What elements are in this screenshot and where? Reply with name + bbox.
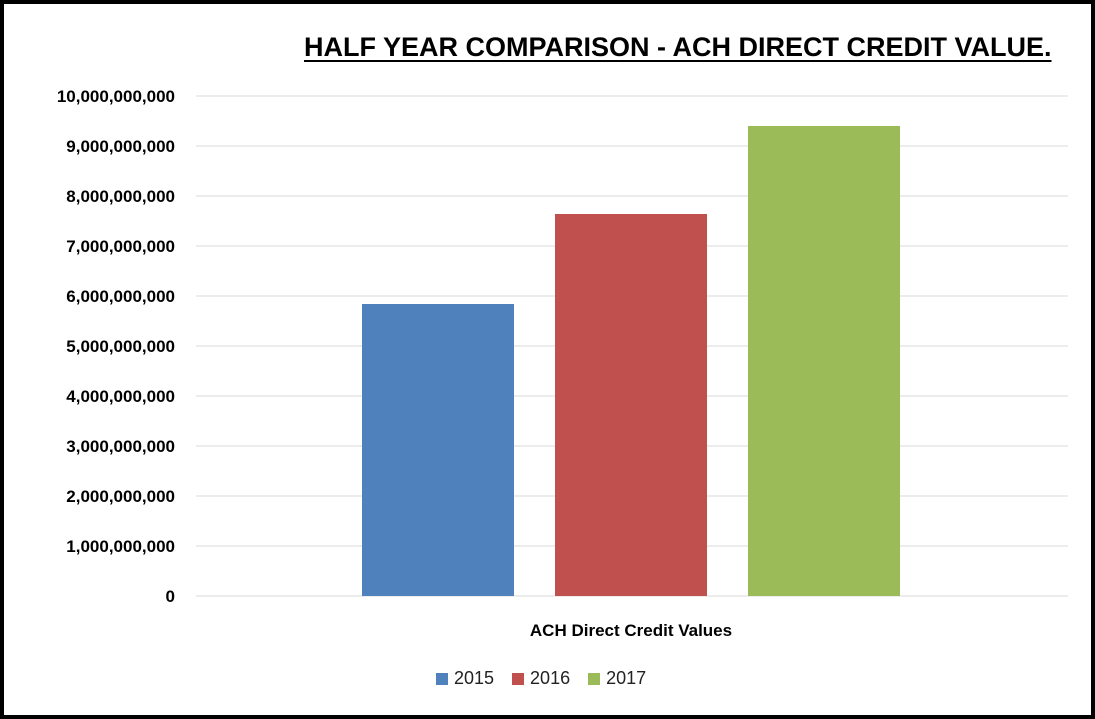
y-tick-label: 1,000,000,000	[66, 537, 175, 556]
legend: 2015 2016 2017	[436, 668, 646, 689]
legend-item-2017: 2017	[588, 668, 646, 689]
y-tick-label: 4,000,000,000	[66, 387, 175, 406]
y-axis-tick-labels: 0 1,000,000,000 2,000,000,000 3,000,000,000…	[57, 87, 175, 606]
x-axis-label: ACH Direct Credit Values	[530, 621, 732, 640]
y-tick-label: 8,000,000,000	[66, 187, 175, 206]
chart-title: HALF YEAR COMPARISON - ACH DIRECT CREDIT…	[304, 32, 1052, 62]
y-tick-label: 10,000,000,000	[57, 87, 175, 106]
y-tick-label: 0	[166, 587, 175, 606]
legend-item-2015: 2015	[436, 668, 494, 689]
legend-swatch	[436, 672, 448, 685]
bar-2015	[362, 304, 514, 596]
legend-item-2016: 2016	[512, 668, 570, 689]
bars	[362, 126, 900, 596]
y-tick-label: 7,000,000,000	[66, 237, 175, 256]
legend-swatch	[588, 672, 601, 685]
legend-label: 2016	[530, 668, 571, 688]
y-tick-label: 6,000,000,000	[66, 287, 175, 306]
legend-swatch	[512, 672, 525, 685]
legend-label: 2017	[606, 668, 647, 688]
legend-label: 2015	[454, 668, 495, 688]
y-tick-label: 5,000,000,000	[66, 337, 175, 356]
y-tick-label: 3,000,000,000	[66, 437, 175, 456]
bar-2016	[555, 214, 707, 596]
bar-2017	[748, 126, 900, 596]
y-tick-label: 2,000,000,000	[66, 487, 175, 506]
y-tick-label: 9,000,000,000	[66, 137, 175, 156]
